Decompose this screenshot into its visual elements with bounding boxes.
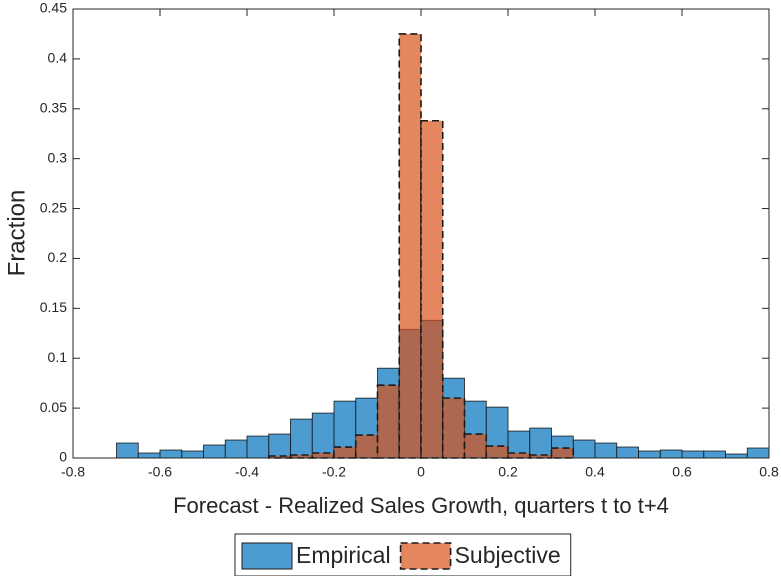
bar <box>463 433 488 459</box>
bar <box>137 452 161 459</box>
y-tick-label: 0.25 <box>40 199 67 215</box>
x-tick-label: -0.8 <box>61 464 85 480</box>
bar <box>441 397 466 459</box>
y-tick-label: 0.45 <box>40 0 67 16</box>
x-tick-label: 0.6 <box>672 464 692 480</box>
bar <box>159 449 183 459</box>
x-tick-label: 0 <box>417 464 425 480</box>
legend-label: Empirical <box>296 542 391 568</box>
x-tick-label: 0.4 <box>585 464 605 480</box>
bar <box>290 418 313 459</box>
bar <box>354 434 379 459</box>
bar <box>333 446 357 459</box>
bar <box>659 449 683 459</box>
x-tick-label: -0.2 <box>322 464 346 480</box>
bar <box>550 447 575 459</box>
bar <box>594 442 618 459</box>
bar <box>246 435 270 459</box>
bar <box>116 442 139 459</box>
bar <box>572 439 596 459</box>
bar <box>703 450 726 459</box>
x-tick-label: -0.4 <box>235 464 259 480</box>
bar <box>507 452 531 459</box>
bar <box>485 445 509 459</box>
y-tick-label: 0 <box>59 449 67 465</box>
bar <box>638 450 661 459</box>
bar <box>529 427 552 459</box>
y-tick-label: 0.2 <box>48 249 68 265</box>
bar <box>311 412 335 459</box>
bar <box>224 439 248 459</box>
y-tick-label: 0.05 <box>40 399 67 415</box>
bar <box>181 450 204 459</box>
x-axis-label: Forecast - Realized Sales Growth, quarte… <box>173 493 669 518</box>
x-tick-label: -0.6 <box>148 464 172 480</box>
bar <box>616 446 639 459</box>
bar <box>203 444 226 459</box>
y-tick-label: 0.1 <box>48 349 68 365</box>
y-tick-label: 0.35 <box>40 99 67 115</box>
x-tick-label: 0.2 <box>498 464 518 480</box>
y-tick-label: 0.15 <box>40 299 67 315</box>
bar <box>746 447 770 459</box>
y-tick-label: 0.4 <box>48 50 68 66</box>
x-tick-label: 0.8 <box>759 464 779 480</box>
bar <box>420 119 444 459</box>
bar <box>268 433 291 459</box>
bar <box>681 450 705 459</box>
y-axis-label: Fraction <box>3 190 30 277</box>
legend-swatch <box>241 542 293 570</box>
legend-swatch <box>399 542 452 570</box>
bar <box>398 33 422 459</box>
bar <box>725 453 748 459</box>
legend: Empirical Subjective <box>234 533 572 577</box>
bar <box>376 384 401 459</box>
y-tick-label: 0.3 <box>48 149 68 165</box>
bar <box>311 452 335 459</box>
legend-label: Subjective <box>455 542 561 568</box>
